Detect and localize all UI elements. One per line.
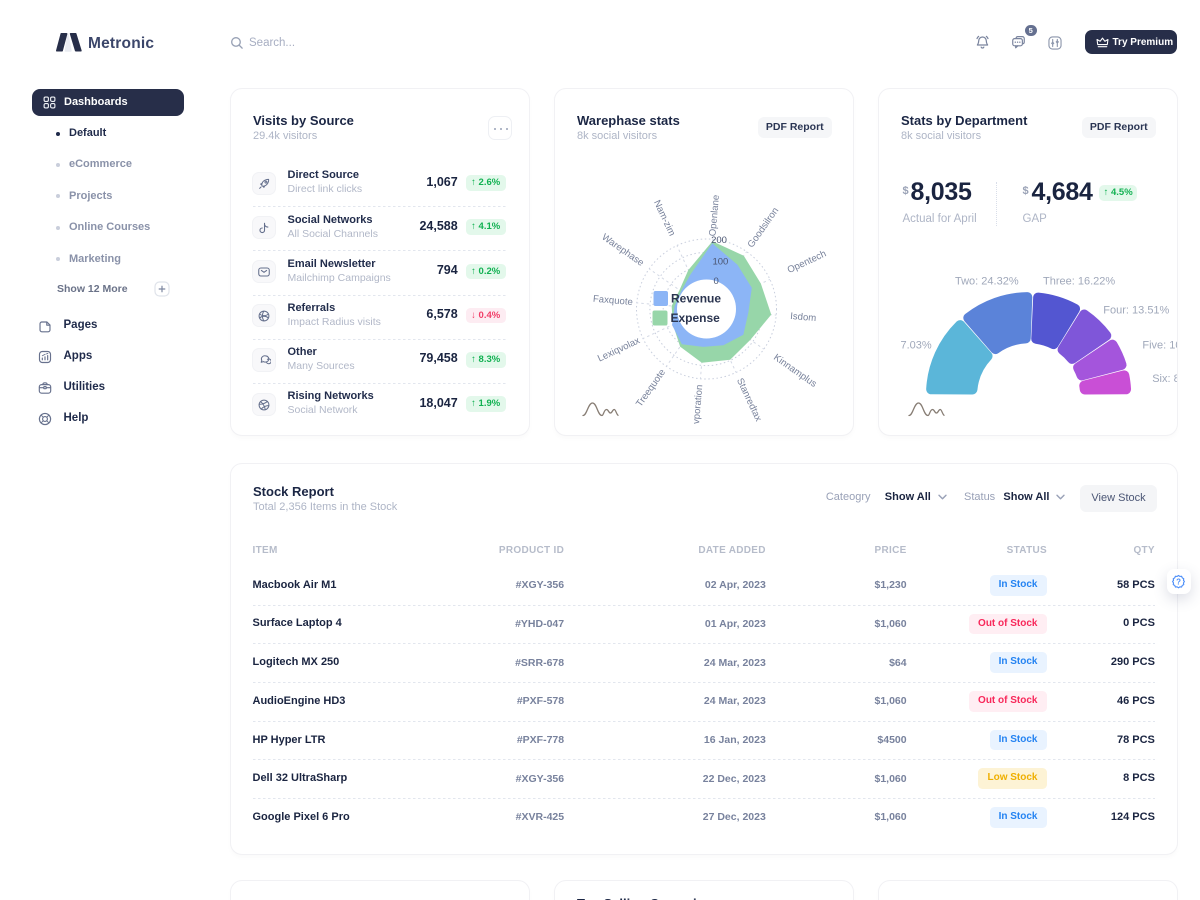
svg-text:Six: 8.11%: Six: 8.11%: [1152, 373, 1178, 385]
svg-text:Goodsilron: Goodsilron: [745, 206, 781, 250]
svg-text:7.03%: 7.03%: [900, 340, 931, 352]
svg-text:Openlane: Openlane: [707, 194, 722, 236]
svg-text:Nam-zim: Nam-zim: [651, 198, 677, 237]
svg-text:Kinnamplus: Kinnamplus: [771, 352, 819, 390]
svg-text:vporation: vporation: [690, 384, 704, 424]
svg-text:Faxquote: Faxquote: [592, 294, 633, 308]
svg-text:Treequote: Treequote: [634, 367, 668, 409]
svg-text:Stanredtax: Stanredtax: [734, 376, 764, 423]
svg-text:Four: 13.51%: Four: 13.51%: [1103, 305, 1169, 317]
svg-text:100: 100: [712, 256, 728, 267]
svg-text:200: 200: [711, 235, 727, 246]
svg-text:Two: 24.32%: Two: 24.32%: [955, 276, 1019, 288]
svg-text:Expense: Expense: [670, 311, 720, 325]
svg-text:?: ?: [1176, 577, 1181, 586]
svg-text:Lexiqvolax: Lexiqvolax: [596, 335, 642, 364]
svg-text:0: 0: [713, 276, 718, 287]
svg-text:Warephase: Warephase: [599, 232, 645, 269]
svg-text:Revenue: Revenue: [671, 291, 721, 305]
svg-text:Opentech: Opentech: [785, 248, 827, 276]
svg-text:Three: 16.22%: Three: 16.22%: [1043, 276, 1115, 288]
svg-text:Isdom: Isdom: [789, 311, 816, 324]
svg-text:Five: 10.81%: Five: 10.81%: [1142, 340, 1178, 352]
